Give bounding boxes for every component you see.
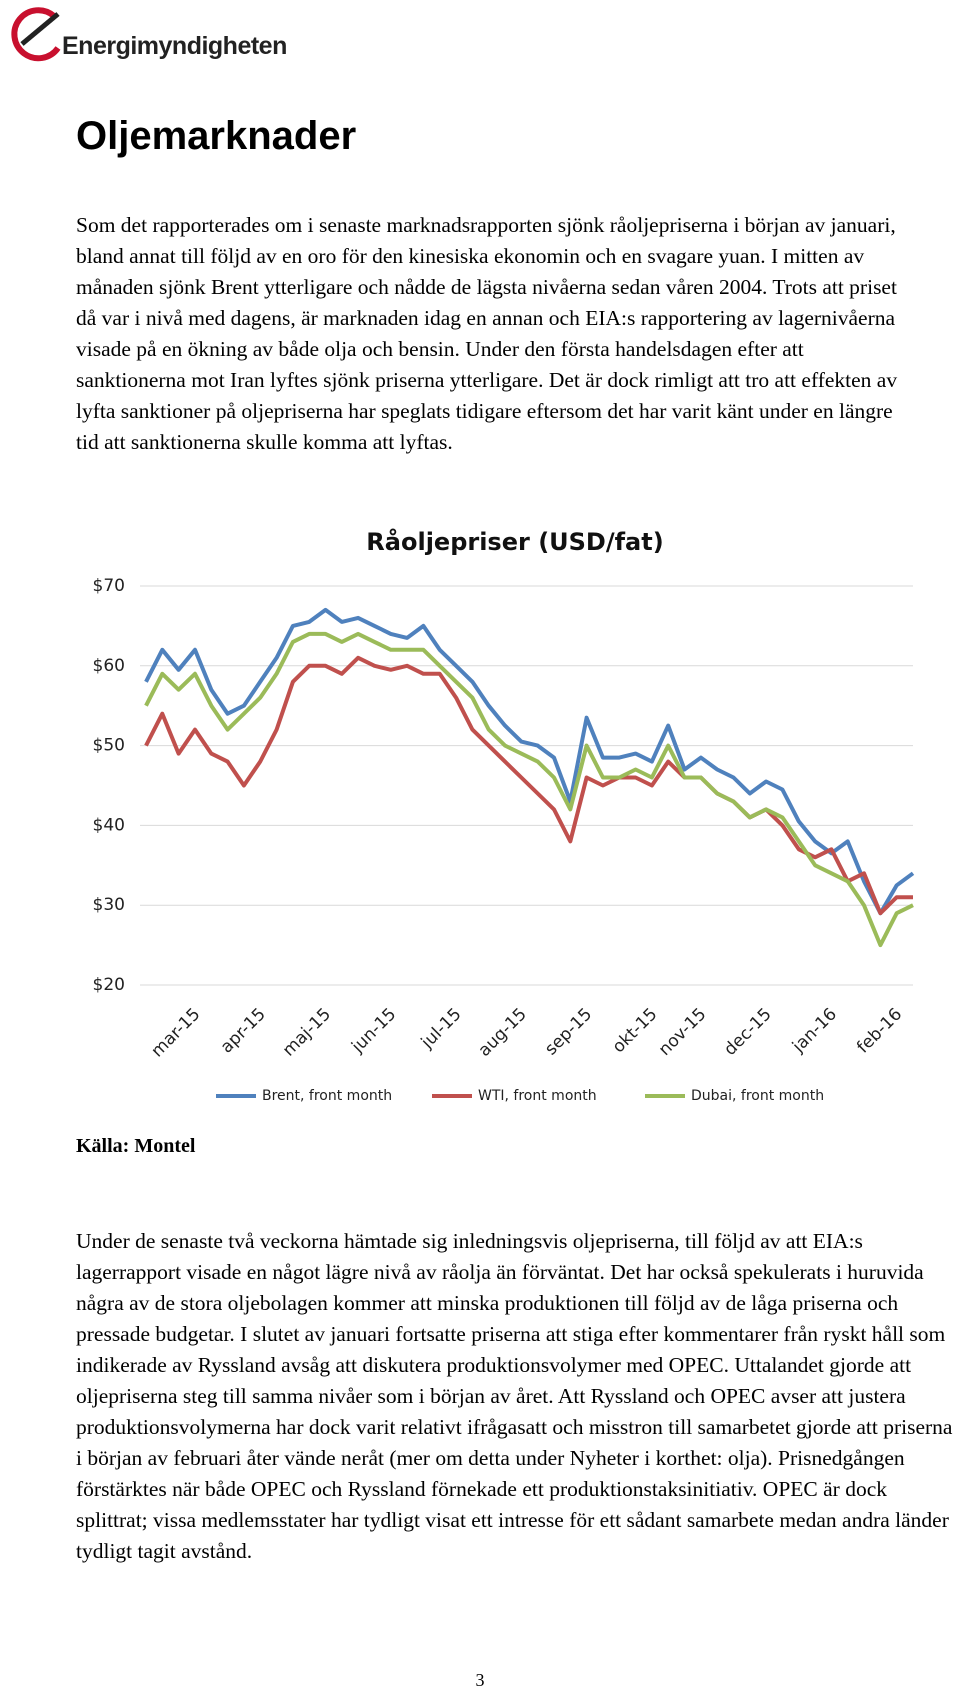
series-line — [144, 607, 915, 916]
y-tick-label: $30 — [93, 895, 125, 915]
page-title: Oljemarknader — [76, 114, 357, 158]
y-tick-label: $60 — [93, 656, 125, 676]
x-tick-label: nov-15 — [655, 1004, 711, 1060]
source: Källa: Montel — [76, 1135, 196, 1157]
x-tick-label: sep-15 — [541, 1004, 596, 1059]
legend-label: Brent, front month — [262, 1088, 392, 1104]
chart-title: Råoljepriser (USD/fat) — [366, 527, 663, 556]
paragraph: Under de senaste två veckorna hämtade si… — [76, 1229, 953, 1563]
y-tick-label: $20 — [93, 975, 125, 995]
y-tick-label: $70 — [93, 576, 125, 596]
x-tick-label: feb-16 — [853, 1004, 906, 1057]
legend-label: Dubai, front month — [691, 1088, 824, 1104]
x-tick-label: apr-15 — [217, 1004, 270, 1057]
x-tick-label: mar-15 — [147, 1004, 204, 1061]
x-tick-label: jun-15 — [347, 1004, 400, 1057]
logo-text: Energimyndigheten — [62, 32, 287, 60]
series-line — [144, 655, 913, 916]
logo-arc — [11, 7, 61, 62]
x-tick-label: jul-15 — [417, 1004, 466, 1053]
chart: Råoljepriser (USD/fat) $20 $30 $40 $50 $60 $7… — [93, 527, 915, 1104]
x-tick-label: aug-15 — [474, 1004, 530, 1060]
x-tick-label: maj-15 — [279, 1004, 335, 1060]
x-tick-label: dec-15 — [720, 1004, 775, 1059]
logo-stroke — [20, 12, 60, 46]
y-tick-label: $40 — [93, 815, 125, 835]
series-line — [144, 631, 914, 948]
legend-label: WTI, front month — [478, 1088, 597, 1104]
y-tick-label: $50 — [93, 736, 125, 756]
page-number: 3 — [475, 1670, 485, 1690]
logo-mark — [11, 7, 61, 62]
paragraph: Som det rapporterades om i senaste markn… — [76, 213, 898, 454]
x-tick-label: okt-15 — [609, 1004, 662, 1057]
x-tick-label: jan-16 — [788, 1004, 841, 1057]
